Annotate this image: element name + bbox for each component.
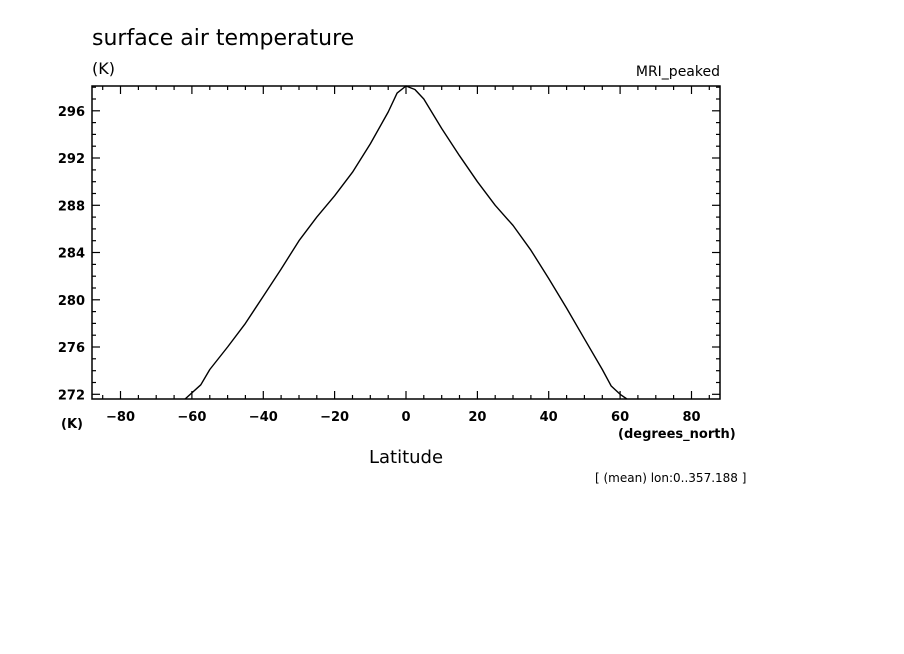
x-tick-label: 40 <box>540 410 558 425</box>
x-tick-label: −80 <box>106 410 135 425</box>
y-axis: 272 276 280 284 288 292 296 <box>58 86 720 403</box>
x-tick-label: 60 <box>611 410 629 425</box>
y-tick-label: 292 <box>58 152 85 167</box>
y-unit-label: (K) <box>92 59 115 78</box>
model-label: MRI_peaked <box>636 64 720 80</box>
y-tick-label: 284 <box>58 247 85 262</box>
x-axis: −80 −60 −40 −20 0 20 40 60 80 <box>102 86 710 425</box>
x-axis-title: Latitude <box>369 447 443 468</box>
x-unit-label: (degrees_north) <box>618 427 736 442</box>
y-tick-label: 276 <box>58 341 85 356</box>
y-tick-label: 272 <box>58 388 85 403</box>
x-tick-label: 20 <box>468 410 486 425</box>
x-tick-label: 0 <box>401 410 410 425</box>
y-tick-label: 296 <box>58 105 85 120</box>
plot-frame <box>91 85 721 400</box>
series-layer <box>184 85 628 400</box>
y-tick-label: 288 <box>58 199 85 214</box>
y-unit-bottom-label: (K) <box>61 417 83 432</box>
chart-title: surface air temperature <box>92 26 354 51</box>
mean-annotation: [ (mean) lon:0..357.188 ] <box>595 471 746 485</box>
x-tick-label: −20 <box>320 410 349 425</box>
y-tick-label: 280 <box>58 294 85 309</box>
x-tick-label: −40 <box>249 410 278 425</box>
series-line <box>184 85 628 400</box>
x-tick-label: −60 <box>177 410 206 425</box>
x-tick-label: 80 <box>682 410 700 425</box>
